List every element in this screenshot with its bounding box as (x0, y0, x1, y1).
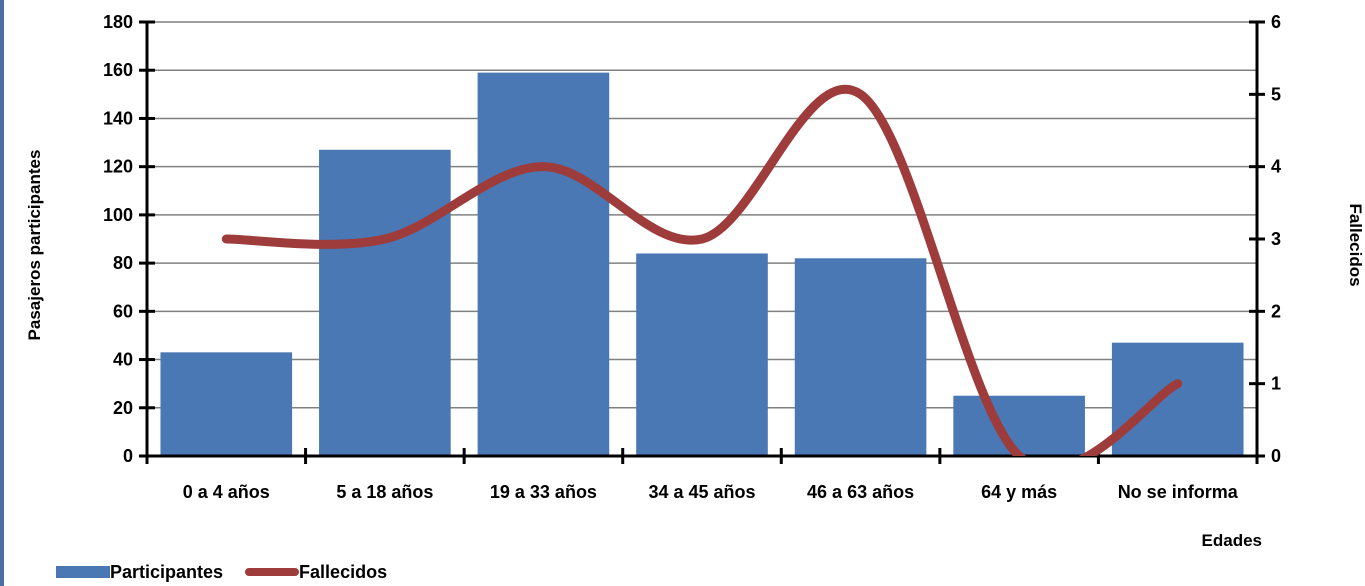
left-frame-border (0, 0, 4, 586)
y-tick-label: 60 (113, 301, 133, 321)
y2-axis-title: Fallecidos (1346, 203, 1365, 286)
axes (139, 20, 1265, 464)
legend-item-participantes: Participantes (56, 562, 223, 583)
y-tick-label: 180 (103, 12, 133, 32)
x-tick-label: 34 a 45 años (648, 482, 755, 502)
x-tick-label: No se informa (1118, 482, 1239, 502)
x-tick-label: 64 y más (981, 482, 1057, 502)
y2-tick-label: 3 (1271, 229, 1281, 249)
y-tick-label: 40 (113, 350, 133, 370)
x-tick-label: 5 a 18 años (336, 482, 433, 502)
y-tick-label: 120 (103, 157, 133, 177)
x-tick-label: 19 a 33 años (490, 482, 597, 502)
y-tick-label: 160 (103, 60, 133, 80)
y2-tick-label: 2 (1271, 301, 1281, 321)
bar-series-participantes (160, 72, 1244, 457)
x-tick-label: 46 a 63 años (807, 482, 914, 502)
bar-participantes (477, 72, 610, 456)
line-series-fallecidos (221, 84, 1183, 457)
legend-swatch-line (245, 568, 300, 576)
bar-participantes (636, 253, 768, 456)
y2-tick-label: 0 (1271, 446, 1281, 466)
y-tick-label: 0 (123, 446, 133, 466)
legend-swatch-bar (56, 566, 110, 578)
y2-tick-label: 5 (1271, 84, 1281, 104)
y2-tick-label: 4 (1271, 157, 1281, 177)
x-axis-title: Edades (1202, 531, 1262, 550)
x-tick-label: 0 a 4 años (183, 482, 270, 502)
tick-labels: 0 20 40 60 80 100 120 140 160 180 0 1 2 3 4 5 6 0 a 4 año… (103, 12, 1281, 502)
y-tick-label: 20 (113, 398, 133, 418)
legend: Participantes Fallecidos (56, 560, 409, 584)
bar-participantes (953, 395, 1085, 456)
y-axis-title: Pasajeros participantes (25, 150, 44, 341)
legend-item-fallecidos: Fallecidos (245, 562, 387, 583)
chart-canvas: 0 20 40 60 80 100 120 140 160 180 0 1 2 3 4 5 6 0 a 4 año… (25, 12, 1365, 550)
legend-label-participantes: Participantes (110, 561, 224, 582)
y2-tick-label: 1 (1271, 374, 1281, 394)
bar-participantes (160, 352, 293, 456)
y-tick-label: 80 (113, 253, 133, 273)
y-tick-label: 140 (103, 108, 133, 128)
legend-label-fallecidos: Fallecidos (299, 561, 388, 582)
y-tick-label: 100 (103, 205, 133, 225)
y2-tick-label: 6 (1271, 12, 1281, 32)
bar-participantes (319, 149, 451, 457)
bar-participantes (1111, 342, 1244, 456)
bar-participantes (794, 258, 927, 456)
